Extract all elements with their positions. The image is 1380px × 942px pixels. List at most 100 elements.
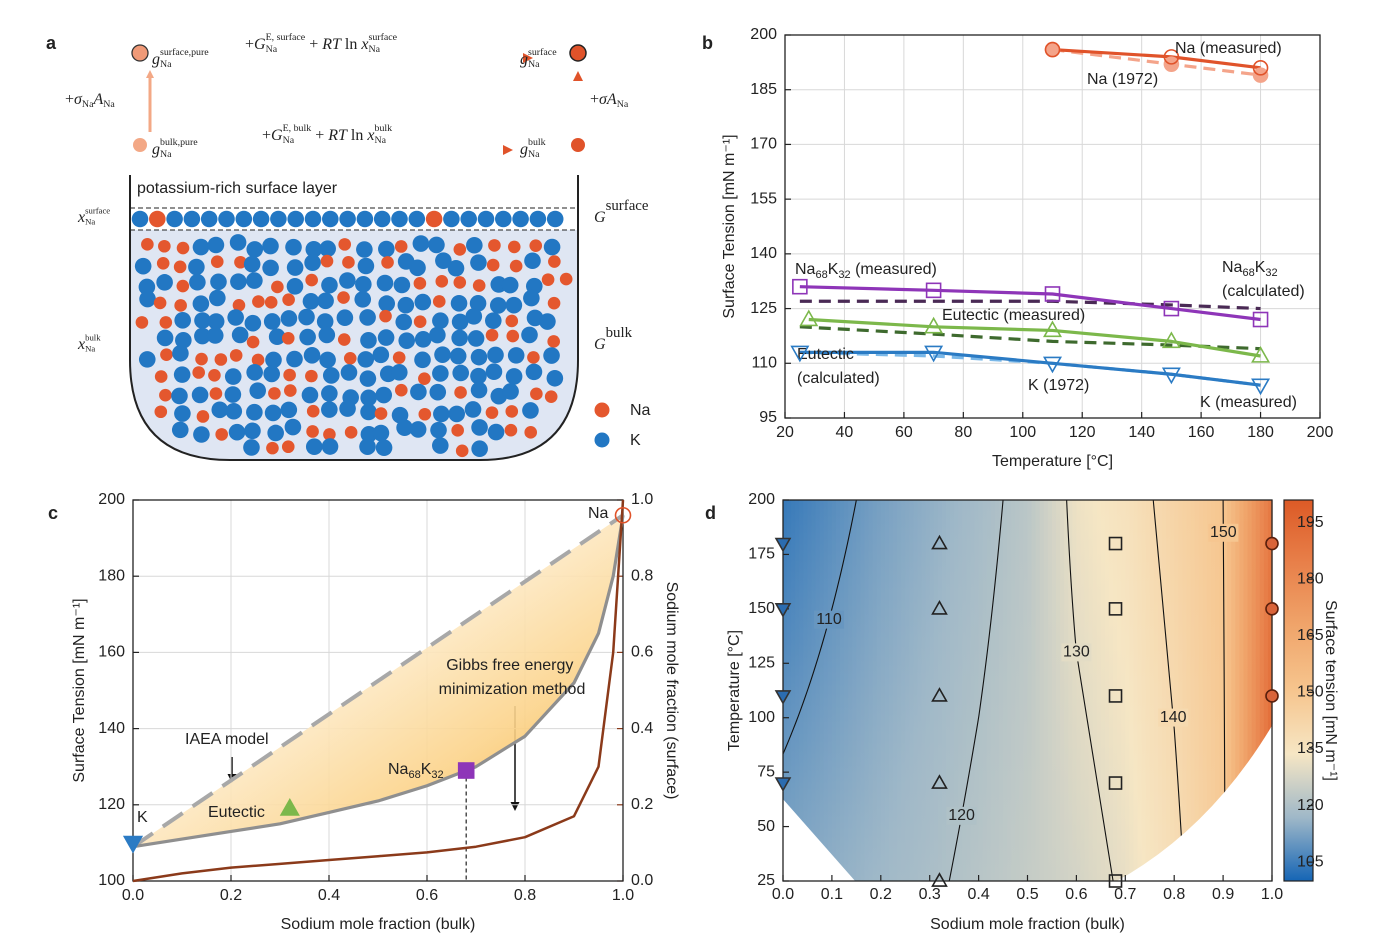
bulk-atom [544, 390, 558, 403]
bulk-atom [227, 309, 244, 326]
bulk-atom [432, 295, 446, 308]
bulk-atom [231, 326, 249, 344]
bulk-atom [208, 369, 221, 382]
x-tick-label: 0.5 [1016, 886, 1038, 903]
bulk-atom [192, 295, 210, 312]
field-column [1043, 500, 1049, 881]
bulk-atom [234, 255, 247, 269]
field-column [880, 500, 886, 881]
bulk-atom [321, 401, 338, 418]
bulk-atom [134, 257, 152, 275]
surface-atom [373, 210, 391, 228]
bulk-atom [501, 276, 519, 294]
math-part: Na [85, 343, 95, 353]
bulk-atom [268, 387, 281, 400]
field-column [1039, 500, 1045, 881]
y-tick-label: 200 [98, 491, 125, 508]
field-column [1174, 500, 1179, 881]
bulk-atom [344, 426, 358, 439]
bulk-atom [529, 239, 543, 252]
surface-atom [339, 210, 356, 228]
field-column [884, 500, 890, 881]
x-tick-label: 1.0 [612, 887, 634, 904]
field-column [994, 500, 1000, 881]
math-part: ln [341, 36, 361, 53]
field-column [909, 500, 914, 881]
bulk-atom [470, 381, 488, 399]
bulk-atom [541, 273, 555, 286]
plot-frame [784, 34, 1321, 419]
bulk-atom [306, 404, 320, 418]
na-pure-bulk-dot [133, 138, 147, 152]
field-column [978, 500, 984, 881]
bulk-atom [360, 389, 377, 407]
field-column [872, 500, 878, 881]
bulk-atom [322, 367, 340, 384]
bulk-atom [509, 259, 523, 273]
math-part: g [520, 51, 528, 68]
bulk-atom [525, 363, 543, 381]
plot-frame [132, 499, 624, 882]
bulk-atom [138, 351, 156, 368]
field-column [791, 500, 796, 881]
bulk-atom [158, 239, 171, 253]
bulk-atom [268, 328, 286, 346]
bulk-atom [156, 257, 170, 270]
bulk-atom [409, 259, 426, 277]
bulk-atom [210, 273, 227, 291]
series-label: K (1972) [1028, 377, 1089, 394]
field-column [1035, 500, 1041, 881]
bulk-atom [264, 296, 278, 309]
data-point [924, 316, 944, 334]
bulk-atom [392, 351, 406, 364]
math-part: E, surface [266, 32, 306, 43]
series-label: Na [588, 505, 609, 522]
bulk-atom [470, 367, 487, 385]
math-part: Na [160, 149, 172, 160]
math-part: σA [599, 91, 617, 108]
field-column [917, 500, 923, 881]
bulk-atom [225, 402, 243, 420]
bulk-atom [337, 333, 351, 346]
math-part: Na [374, 135, 386, 146]
bulk-atom [301, 386, 319, 404]
contour-label-bg [946, 806, 977, 825]
field-column [1202, 500, 1208, 881]
math-part: Na [82, 99, 94, 110]
bulk-atom [378, 240, 395, 258]
series-line [799, 350, 1261, 387]
bulk-atom [262, 237, 279, 255]
bulk-atom [265, 351, 282, 369]
series-label: Eutectic (calculated) [797, 346, 880, 387]
math-part: surface [368, 32, 397, 43]
bulk-atom [464, 401, 482, 418]
math-part: x [77, 336, 85, 353]
math-part: G [271, 127, 283, 144]
bulk-atom [375, 386, 393, 404]
data-point [1161, 367, 1181, 385]
bulk-atom [263, 313, 281, 330]
data-point [1265, 536, 1279, 551]
field-column [1170, 500, 1175, 881]
bulk-atom [336, 309, 354, 326]
bulk-atom [413, 277, 427, 290]
bulk-atom [160, 348, 173, 361]
bulk-atom [357, 257, 375, 275]
x-tick-label: 0.6 [416, 887, 438, 904]
field-column [1007, 500, 1012, 881]
bulk-atom [246, 272, 263, 289]
bulk-atom [175, 332, 192, 349]
math-part: + [65, 91, 74, 108]
field-column [803, 500, 809, 881]
x-tick-label: 0.2 [220, 887, 242, 904]
bulk-atom [206, 327, 224, 344]
field-column [1064, 500, 1069, 881]
series-label: Na68K32 [388, 761, 444, 781]
legend: Na K [594, 402, 651, 449]
math-label: gNasurface,pure [152, 47, 209, 70]
field-column [852, 500, 857, 881]
bulk-atom [194, 327, 211, 345]
colorbar-tick-label: 165 [1297, 627, 1324, 644]
bulk-atom [316, 313, 334, 330]
bulk-atom [355, 276, 372, 293]
